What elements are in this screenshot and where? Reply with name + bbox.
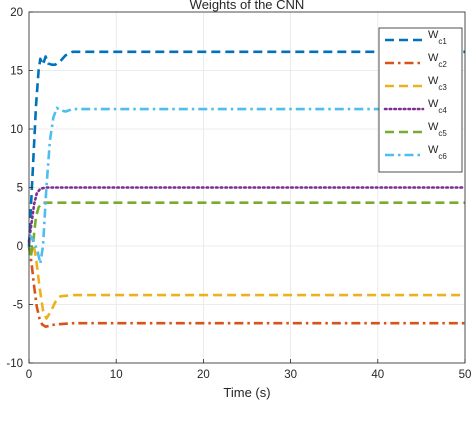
chart-title: Weights of the CNN [190, 0, 305, 12]
legend-label-c5: Wc5 [428, 121, 447, 138]
y-tick-label: 0 [17, 241, 23, 253]
series-line-c3 [27, 233, 465, 320]
legend: Wc1 Wc2 Wc3 Wc4 Wc5 Wc6 [378, 27, 463, 173]
series-line-c2 [27, 245, 465, 328]
y-tick-label: 5 [17, 183, 23, 195]
legend-label-c1: Wc1 [428, 29, 447, 46]
x-tick-label: 20 [197, 369, 210, 381]
x-axis-label: Time (s) [223, 385, 270, 400]
x-tick-label: 50 [459, 369, 472, 381]
legend-label-c2: Wc2 [428, 52, 447, 69]
series-layer [27, 50, 467, 328]
axis-ticks: 0 10 20 30 40 50 -10 -5 0 5 10 15 20 [6, 7, 471, 381]
legend-label-c3: Wc3 [428, 75, 447, 92]
legend-label-c4: Wc4 [428, 98, 447, 115]
y-tick-label: -5 [13, 300, 23, 312]
series-line-c6 [27, 106, 465, 265]
y-tick-label: 15 [10, 66, 23, 78]
y-tick-label: 10 [10, 124, 23, 136]
y-tick-label: -10 [6, 358, 23, 370]
series-line-c1 [27, 50, 465, 247]
x-tick-label: 0 [26, 369, 32, 381]
legend-label-c6: Wc6 [428, 144, 447, 161]
x-tick-label: 30 [284, 369, 297, 381]
y-tick-label: 20 [10, 7, 23, 19]
legend-box [378, 27, 463, 173]
series-line-c4 [27, 186, 467, 243]
x-tick-label: 10 [110, 369, 123, 381]
x-tick-label: 40 [371, 369, 384, 381]
